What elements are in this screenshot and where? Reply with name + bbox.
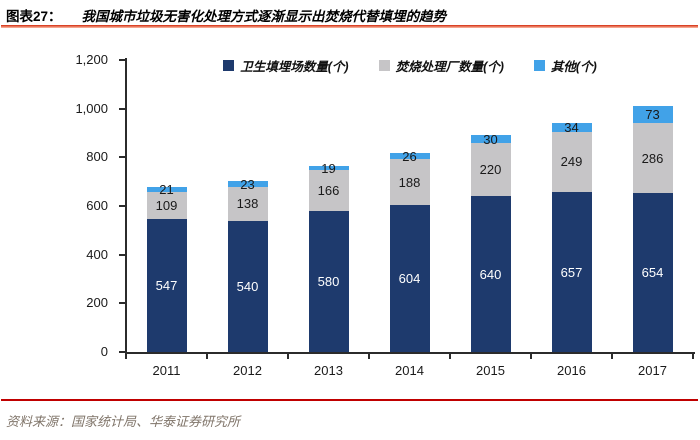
bar-segment — [470, 142, 511, 197]
bar-segment — [632, 105, 673, 124]
y-axis-tick-mark — [119, 205, 126, 207]
y-axis-tick-mark — [119, 253, 126, 256]
footer-divider-line — [1, 399, 698, 401]
bar-value-label: 34 — [564, 119, 579, 135]
data-source-note: 资料来源：国家统计局、华泰证券研究所 — [6, 414, 241, 429]
y-axis-tick-label: 200 — [86, 295, 108, 311]
x-axis-tick-mark — [206, 352, 208, 359]
y-axis-tick-mark — [119, 59, 126, 61]
y-axis-tick-mark — [119, 302, 126, 305]
bar-value-label: 540 — [236, 278, 259, 294]
y-axis-tick-label: 600 — [86, 198, 108, 213]
bar-value-label: 188 — [398, 174, 421, 190]
incineration-swatch-icon — [378, 60, 390, 71]
bar-segment — [389, 205, 430, 352]
x-axis-tick-mark — [611, 352, 613, 359]
y-axis-tick-label: 1,000 — [75, 100, 108, 116]
x-axis-tick-mark — [530, 352, 532, 359]
x-axis-category-label: 2013 — [314, 363, 343, 378]
x-axis-tick-mark — [287, 352, 289, 359]
bar-segment — [632, 123, 673, 193]
bar-value-label: 580 — [317, 273, 340, 289]
y-axis-tick-label: 800 — [86, 149, 108, 165]
bar-value-label: 166 — [317, 183, 340, 199]
bar-segment — [389, 159, 430, 205]
bar-value-label: 657 — [560, 264, 583, 280]
figure-number-label: 图表27： — [6, 9, 62, 24]
title-divider-line — [1, 25, 698, 28]
legend-label: 其他(个) — [550, 60, 597, 74]
legend-label: 焚烧处理厂数量(个) — [395, 60, 504, 74]
y-axis-tick-mark — [119, 156, 126, 159]
bar-value-label: 26 — [402, 148, 417, 164]
bar-value-label: 73 — [645, 106, 660, 122]
bar-value-label: 109 — [155, 198, 178, 214]
bar-segment — [389, 152, 430, 160]
x-axis-tick-mark — [368, 352, 370, 359]
bar-segment — [551, 131, 592, 193]
bar-value-label: 21 — [159, 182, 174, 198]
bar-segment — [227, 220, 268, 352]
bar-segment — [227, 181, 268, 188]
bar-value-label: 604 — [398, 271, 421, 286]
y-axis-tick-label: 400 — [86, 246, 108, 262]
legend-item-other: 其他(个) — [533, 56, 597, 75]
y-axis-tick-mark — [119, 107, 126, 110]
x-axis-line — [125, 352, 695, 354]
bar-segment — [551, 192, 592, 352]
y-axis-tick-label: 0 — [100, 344, 108, 359]
page-title: 我国城市垃圾无害化处理方式逐渐显示出焚烧代替填埋的趋势 — [81, 9, 447, 24]
bar-segment — [146, 218, 187, 352]
bar-value-label: 138 — [236, 196, 259, 212]
bar-segment — [470, 196, 511, 352]
x-axis-tick-mark — [449, 352, 451, 359]
chart-header: 图表27： 我国城市垃圾无害化处理方式逐渐显示出焚烧代替填埋的趋势 — [6, 5, 696, 26]
x-axis-category-label: 2012 — [233, 363, 262, 378]
bar-segment — [227, 187, 268, 221]
bar-value-label: 220 — [479, 162, 502, 177]
legend-item-incineration: 焚烧处理厂数量(个) — [378, 56, 504, 75]
x-axis-tick-mark — [125, 352, 127, 359]
bar-value-label: 19 — [321, 160, 336, 176]
bar-segment — [470, 135, 511, 143]
bar-value-label: 286 — [641, 150, 664, 166]
x-axis-category-label: 2014 — [395, 363, 424, 378]
other-swatch-icon — [533, 60, 545, 71]
landfill-swatch-icon — [223, 60, 235, 71]
legend-item-landfill: 卫生填埋场数量(个) — [223, 56, 349, 75]
x-axis-tick-mark — [692, 352, 694, 359]
bar-segment — [551, 123, 592, 132]
bar-value-label: 23 — [240, 176, 255, 192]
x-axis-category-label: 2017 — [638, 363, 667, 378]
bar-value-label: 640 — [479, 266, 502, 282]
bar-segment — [146, 192, 187, 219]
bar-segment — [308, 210, 349, 352]
y-axis-tick-label: 1,200 — [75, 52, 108, 67]
bar-segment — [632, 192, 673, 352]
x-axis-category-label: 2015 — [476, 363, 505, 378]
chart-legend: 卫生填埋场数量(个) 焚烧处理厂数量(个) 其他(个) — [126, 56, 694, 75]
bar-value-label: 249 — [560, 154, 583, 170]
x-axis-category-label: 2011 — [152, 363, 181, 378]
bar-segment — [308, 165, 349, 171]
bar-segment — [146, 187, 187, 193]
legend-label: 卫生填埋场数量(个) — [240, 60, 349, 74]
bar-value-label: 30 — [483, 131, 498, 147]
y-axis-tick-mark — [119, 351, 126, 353]
bar-value-label: 547 — [155, 277, 178, 293]
bar-value-label: 654 — [641, 264, 664, 280]
bar-segment — [308, 170, 349, 211]
y-axis-line — [125, 58, 127, 354]
x-axis-category-label: 2016 — [557, 363, 586, 378]
